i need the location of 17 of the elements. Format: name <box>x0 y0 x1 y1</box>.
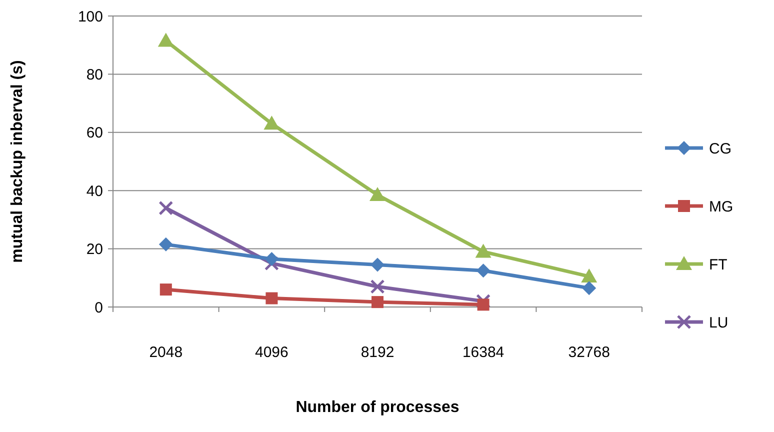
y-tick-label: 60 <box>86 124 103 142</box>
x-tick-label: 8192 <box>360 344 394 361</box>
x-axis-title: Number of processes <box>296 399 460 416</box>
x-tick-label: 4096 <box>255 344 288 361</box>
x-tick-label: 16384 <box>462 344 504 361</box>
y-axis-title: mutual backup inberval (s) <box>9 60 26 263</box>
legend-label: MG <box>709 198 734 216</box>
legend-label: CG <box>709 140 732 158</box>
y-tick-label: 80 <box>86 66 103 84</box>
x-tick-label: 32768 <box>568 344 610 361</box>
legend-label: LU <box>709 314 728 332</box>
y-tick-label: 100 <box>78 8 103 26</box>
y-tick-label: 40 <box>86 182 103 200</box>
y-tick-label: 0 <box>94 299 103 316</box>
y-tick-label: 20 <box>86 241 103 258</box>
legend-label: FT <box>709 256 728 274</box>
x-tick-label: 2048 <box>149 344 183 361</box>
